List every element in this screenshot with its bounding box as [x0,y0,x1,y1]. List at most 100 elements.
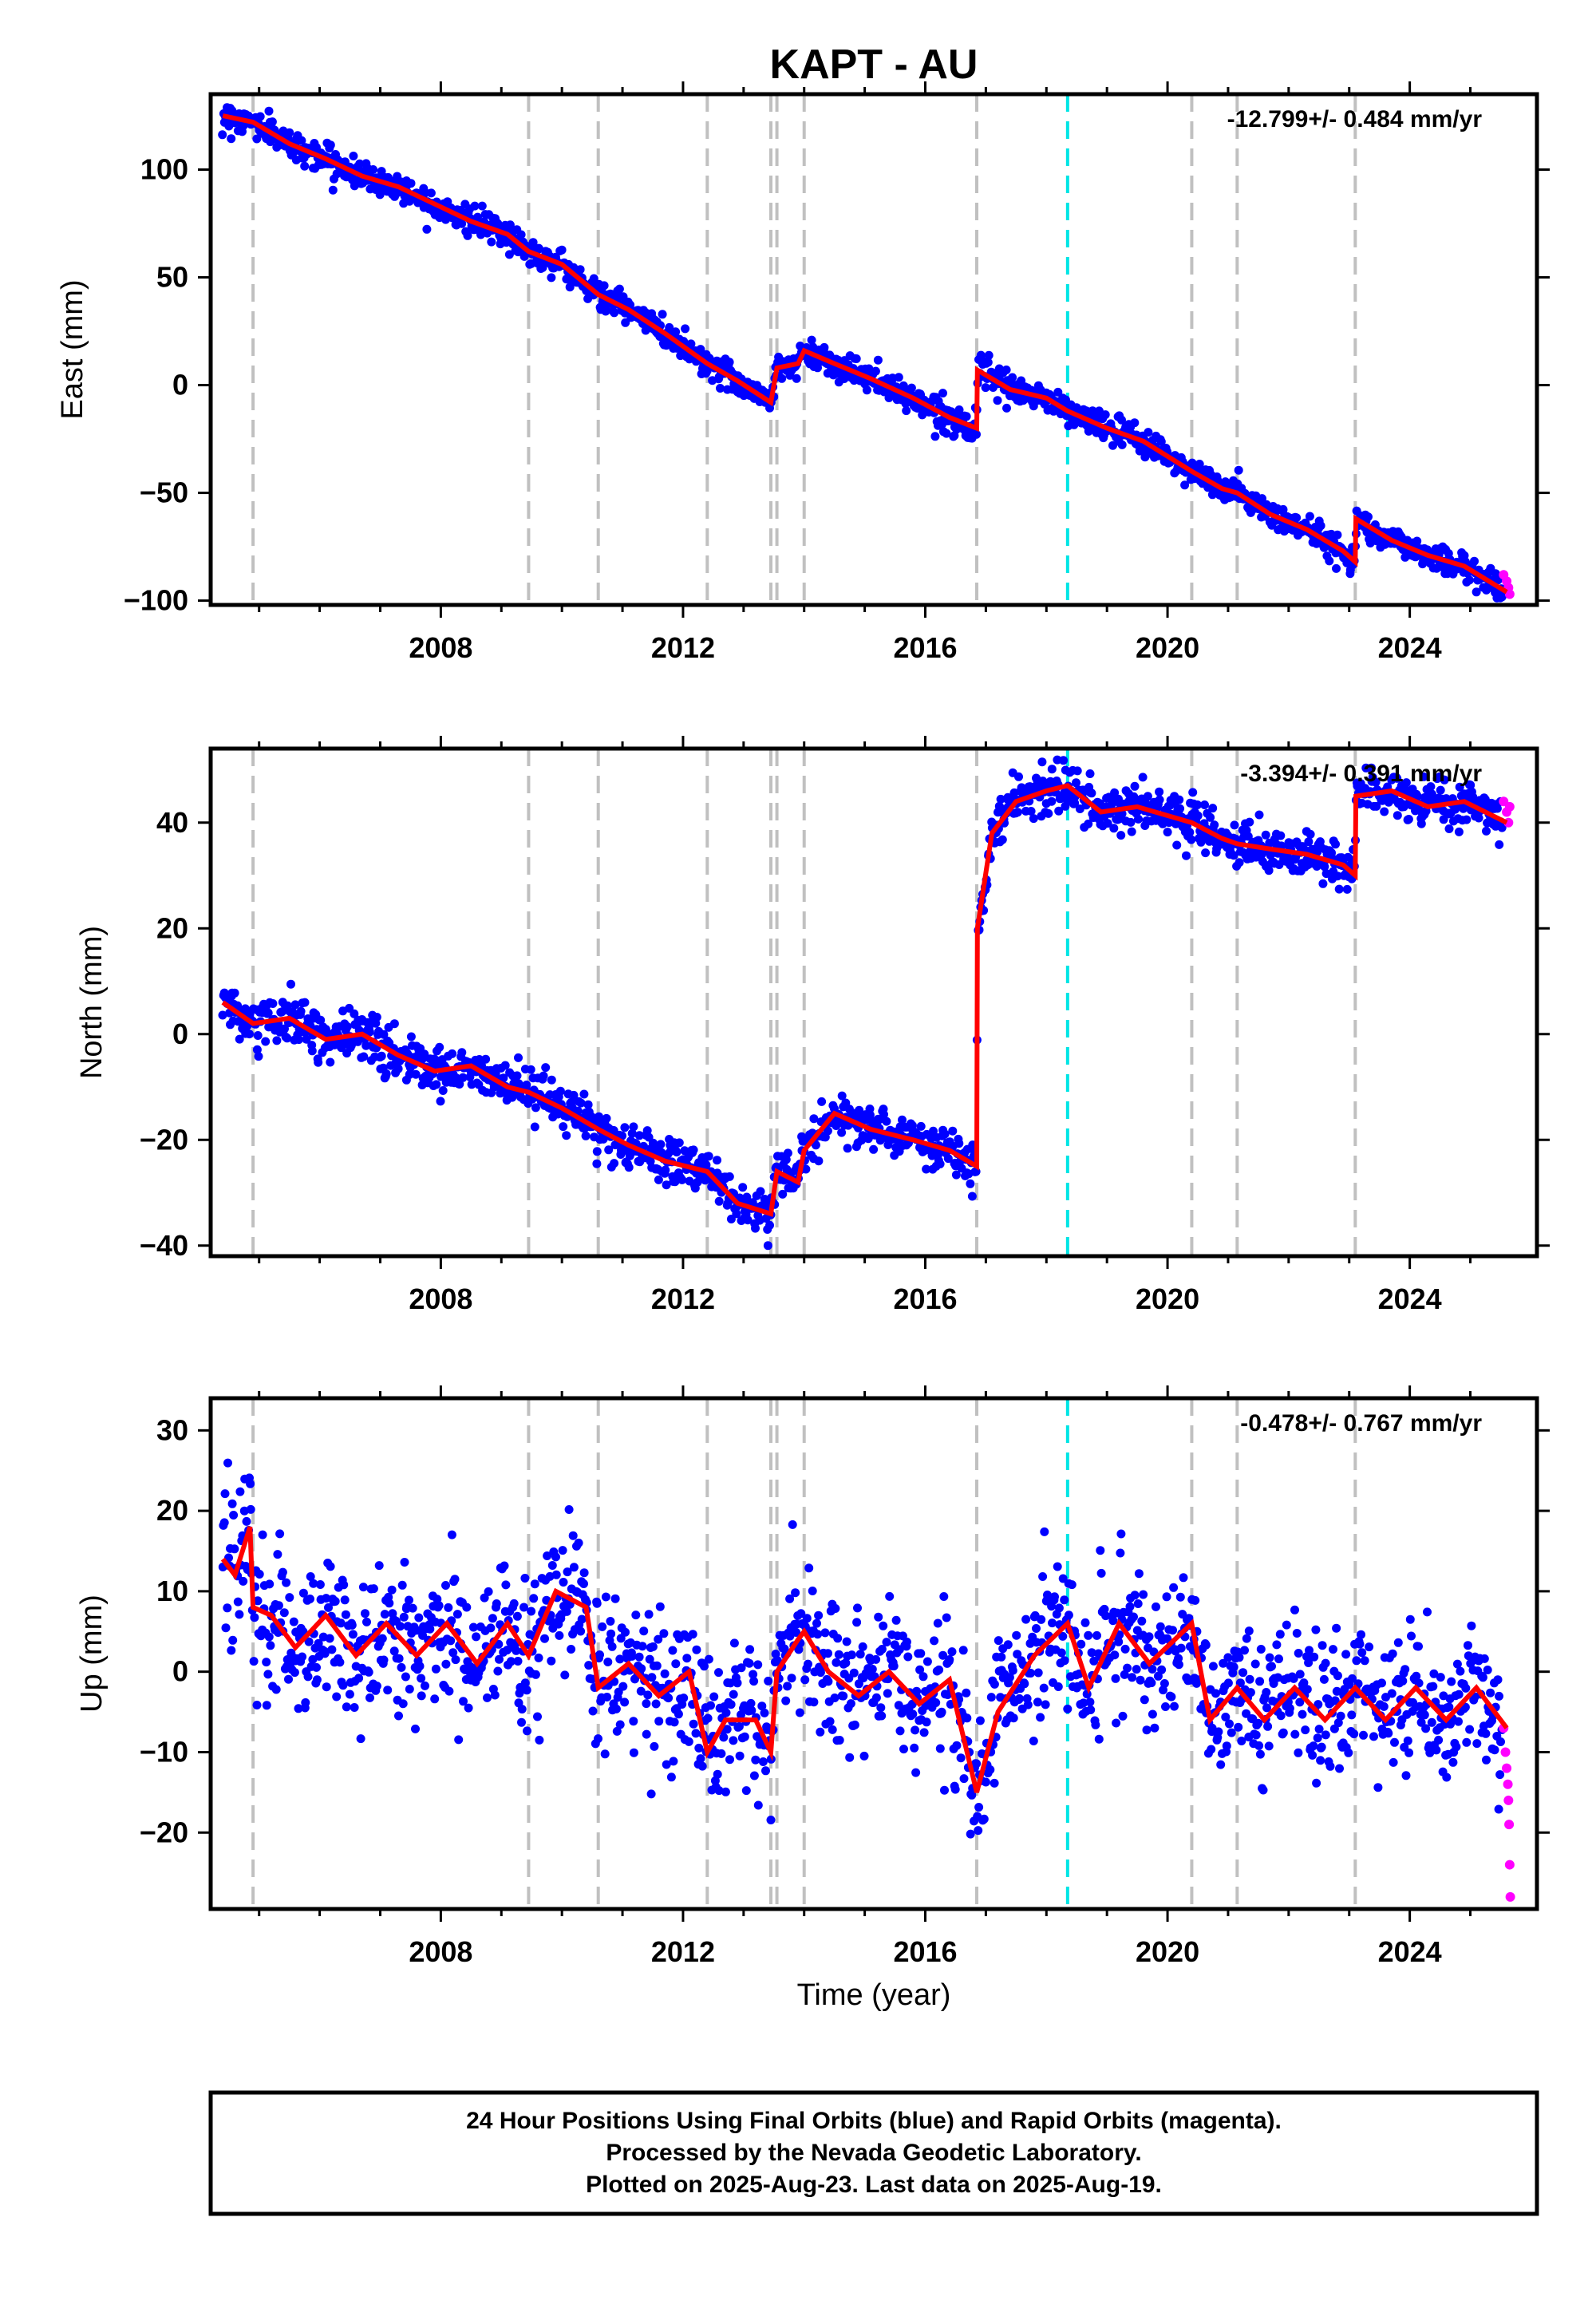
up-final-point [219,1518,229,1528]
up-final-point [1114,1637,1124,1646]
up-final-point [696,1754,705,1764]
up-final-point [721,1708,731,1717]
north-final-point [1482,826,1491,836]
up-final-point [664,1694,674,1703]
up-final-point [950,1784,960,1794]
up-final-point [1175,1592,1185,1602]
up-final-point [772,1656,782,1666]
up-final-point [726,1700,736,1709]
east-final-point [984,350,994,360]
east-y-tick-label: 100 [140,153,188,186]
north-final-point [1426,782,1436,792]
up-final-point [956,1753,966,1763]
north-x-tick-label: 2024 [1378,1282,1442,1315]
east-final-point [326,140,335,150]
up-final-point [1208,1662,1218,1671]
north-final-point [300,998,310,1007]
up-final-point [958,1646,968,1655]
up-final-point [1112,1718,1121,1728]
up-final-point [1436,1673,1445,1682]
north-final-point [500,1061,510,1070]
up-final-point [902,1637,911,1646]
up-final-point [1276,1711,1286,1721]
east-final-point [1001,366,1011,374]
up-final-point [298,1652,307,1662]
up-final-point [721,1787,730,1796]
up-final-point [320,1649,330,1658]
up-final-point [1308,1750,1317,1760]
up-final-point [717,1749,726,1758]
up-final-point [330,1597,340,1606]
north-rapid-point [1504,801,1515,812]
up-final-point [252,1701,262,1709]
north-final-point [1175,795,1184,804]
north-final-point [1474,813,1483,823]
up-final-point [753,1660,763,1670]
north-final-point [526,1065,535,1074]
up-final-point [235,1610,244,1619]
up-final-point [364,1667,373,1677]
up-final-point [831,1604,840,1613]
north-final-point [569,1090,579,1100]
east-final-point [1195,460,1204,468]
up-final-point [1246,1688,1255,1697]
up-final-point [1057,1648,1066,1658]
north-final-point [642,1126,652,1136]
up-final-point [441,1659,451,1669]
up-final-point [1314,1700,1323,1709]
north-final-point [514,1053,523,1062]
up-final-point [535,1735,544,1745]
up-final-point [1058,1631,1068,1641]
north-final-point [1462,815,1472,824]
up-final-point [808,1587,817,1595]
up-final-point [584,1661,594,1670]
north-final-point [738,1183,748,1192]
up-final-point [513,1657,523,1666]
north-final-point [1193,811,1203,820]
north-final-point [1200,800,1209,809]
up-final-point [262,1701,271,1710]
up-final-point [722,1725,732,1734]
up-final-point [594,1734,602,1744]
up-final-point [1274,1654,1283,1664]
north-final-point [1163,828,1172,837]
up-final-point [579,1579,588,1588]
up-final-point [1344,1748,1353,1757]
up-final-point [1254,1741,1264,1750]
up-final-point [606,1629,616,1638]
north-final-point [1444,824,1454,833]
up-final-point [1263,1721,1273,1731]
up-final-point [1235,1653,1244,1662]
up-final-point [713,1769,722,1779]
up-final-point [1242,1634,1251,1643]
east-final-point [300,161,310,171]
north-final-point [1134,814,1143,824]
up-final-point [568,1531,578,1540]
up-final-point [1023,1700,1033,1709]
up-final-point [405,1685,414,1694]
up-final-point [306,1595,314,1603]
north-final-point [531,1103,540,1113]
up-final-point [638,1642,647,1651]
up-final-point [651,1699,661,1709]
east-final-point [610,308,619,318]
up-final-point [430,1694,440,1704]
east-final-point [1412,536,1422,546]
up-final-point [979,1814,989,1824]
east-x-tick-label: 2016 [893,631,957,664]
up-final-point [692,1645,701,1654]
up-final-point [1357,1630,1365,1639]
north-final-point [218,1010,227,1020]
north-final-point [457,1048,467,1057]
up-final-point [361,1609,369,1618]
north-final-point [704,1152,713,1161]
north-final-point [1143,792,1152,801]
north-final-point [656,1140,666,1149]
up-x-tick-label: 2012 [651,1935,715,1968]
up-final-point [290,1668,299,1678]
up-final-point [271,1685,281,1694]
east-final-point [716,384,725,393]
up-final-point [1054,1603,1064,1613]
north-rate-label: -3.394+/- 0.391 mm/yr [1240,761,1482,787]
up-final-point [221,1623,231,1633]
